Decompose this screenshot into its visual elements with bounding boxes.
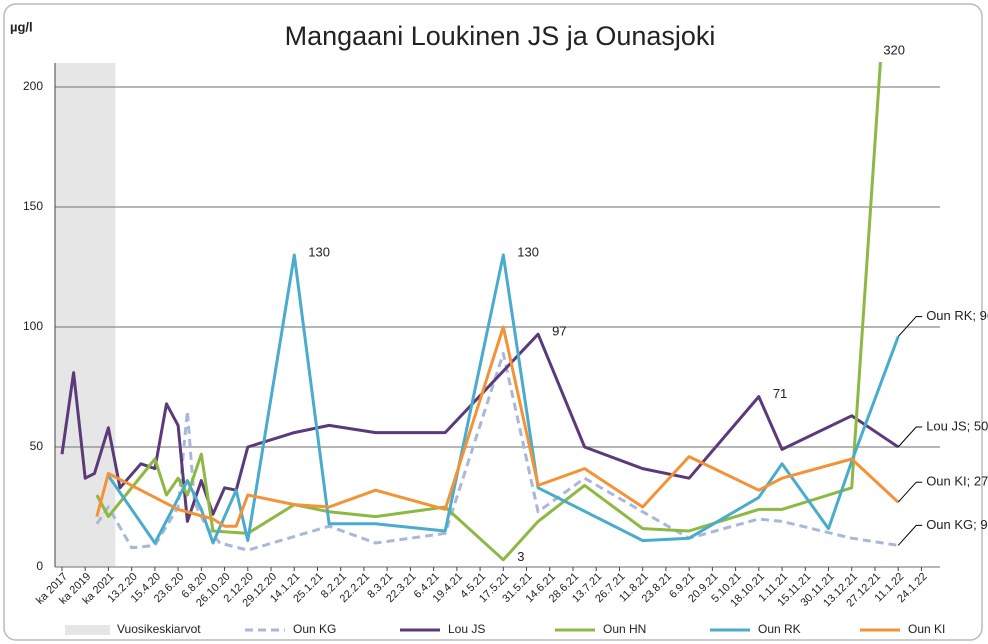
frame xyxy=(3,3,983,641)
series-group xyxy=(95,62,882,562)
end-label: Oun KI; 27 xyxy=(926,474,988,489)
average-band xyxy=(55,63,116,567)
series-line xyxy=(60,332,900,523)
legend-label: Oun RK xyxy=(758,622,801,636)
y-tick-label: 50 xyxy=(30,439,44,453)
legend-label: Oun KI xyxy=(908,622,945,636)
y-axis-label: µg/l xyxy=(10,19,33,34)
legend-swatch xyxy=(65,625,110,635)
legend-label: Lou JS xyxy=(448,622,485,636)
data-label: 97 xyxy=(552,324,566,339)
end-label: Oun RK; 96 xyxy=(926,308,988,323)
end-label: Oun KG; 9 xyxy=(926,517,987,532)
leader-line xyxy=(897,426,923,448)
series-group xyxy=(95,351,899,552)
leader-line xyxy=(897,481,923,503)
data-label: 130 xyxy=(308,244,330,259)
series-line xyxy=(95,325,900,528)
y-tick-label: 100 xyxy=(23,319,43,333)
end-label: Lou JS; 50 xyxy=(926,418,988,433)
series-line xyxy=(95,351,899,552)
series-line xyxy=(95,62,882,562)
series-group xyxy=(60,332,900,523)
leader-line xyxy=(897,316,923,337)
legend-label: Oun KG xyxy=(293,622,336,636)
data-label: 130 xyxy=(517,244,539,259)
data-label: 71 xyxy=(773,386,787,401)
leader-line xyxy=(897,524,923,546)
y-tick-label: 0 xyxy=(36,559,43,573)
data-label: 320 xyxy=(883,42,905,57)
y-tick-label: 150 xyxy=(23,199,43,213)
y-tick-label: 200 xyxy=(23,79,43,93)
data-label: 3 xyxy=(517,549,524,564)
series-group xyxy=(95,325,900,528)
legend-label: Vuosikeskiarvot xyxy=(117,622,201,636)
chart-title: Mangaani Loukinen JS ja Ounasjoki xyxy=(285,21,716,51)
legend-label: Oun HN xyxy=(603,622,646,636)
